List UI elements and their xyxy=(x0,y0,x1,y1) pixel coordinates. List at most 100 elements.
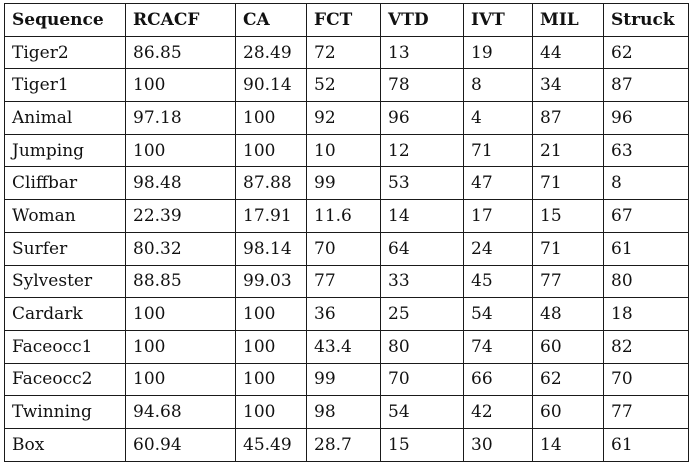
score-cell: 34 xyxy=(532,68,604,103)
score-cell: 87.88 xyxy=(235,166,307,201)
score-cell: 52 xyxy=(306,68,381,103)
sequence-name-cell: Tiger2 xyxy=(4,35,126,70)
table-row: Tiger1 100 90.14 52 78 8 34 87 xyxy=(4,68,689,103)
score-cell: 54 xyxy=(463,297,533,331)
table-row: Twinning 94.68 100 98 54 42 60 77 xyxy=(4,395,689,429)
table-row: Faceocc1 100 100 43.4 80 74 60 82 xyxy=(4,329,689,364)
score-cell: 48 xyxy=(532,297,604,331)
score-cell: 80.32 xyxy=(125,231,236,266)
score-cell: 22.39 xyxy=(125,199,236,233)
header-fct: FCT xyxy=(306,3,381,37)
score-cell: 82 xyxy=(603,329,689,364)
score-cell: 96 xyxy=(380,101,464,135)
score-cell: 28.7 xyxy=(306,427,381,462)
score-cell: 28.49 xyxy=(235,35,307,70)
header-row: Sequence RCACF CA FCT VTD IVT MIL Struck xyxy=(4,3,689,37)
score-cell: 62 xyxy=(532,362,604,397)
score-cell: 25 xyxy=(380,297,464,331)
score-cell: 33 xyxy=(380,264,464,299)
score-cell: 62 xyxy=(603,35,689,70)
table-row: Faceocc2 100 100 99 70 66 62 70 xyxy=(4,362,689,397)
sequence-name-cell: Jumping xyxy=(4,133,126,168)
score-cell: 100 xyxy=(235,362,307,397)
score-cell: 80 xyxy=(603,264,689,299)
sequence-name-cell: Cliffbar xyxy=(4,166,126,201)
score-cell: 100 xyxy=(125,362,236,397)
score-cell: 12 xyxy=(380,133,464,168)
score-cell: 15 xyxy=(532,199,604,233)
sequence-name-cell: Faceocc2 xyxy=(4,362,126,397)
sequence-name-cell: Cardark xyxy=(4,297,126,331)
score-cell: 70 xyxy=(380,362,464,397)
table-row: Sylvester 88.85 99.03 77 33 45 77 80 xyxy=(4,264,689,299)
score-cell: 98.48 xyxy=(125,166,236,201)
score-cell: 45 xyxy=(463,264,533,299)
score-cell: 44 xyxy=(532,35,604,70)
score-cell: 45.49 xyxy=(235,427,307,462)
score-cell: 43.4 xyxy=(306,329,381,364)
score-cell: 74 xyxy=(463,329,533,364)
score-cell: 77 xyxy=(306,264,381,299)
sequence-name-cell: Woman xyxy=(4,199,126,233)
score-cell: 100 xyxy=(235,329,307,364)
score-cell: 71 xyxy=(532,166,604,201)
score-cell: 17 xyxy=(463,199,533,233)
header-sequence: Sequence xyxy=(4,3,126,37)
score-cell: 97.18 xyxy=(125,101,236,135)
score-cell: 47 xyxy=(463,166,533,201)
score-cell: 11.6 xyxy=(306,199,381,233)
score-cell: 4 xyxy=(463,101,533,135)
score-cell: 10 xyxy=(306,133,381,168)
sequence-name-cell: Tiger1 xyxy=(4,68,126,103)
header-vtd: VTD xyxy=(380,3,464,37)
score-cell: 100 xyxy=(235,133,307,168)
results-table: Sequence RCACF CA FCT VTD IVT MIL Struck… xyxy=(4,3,689,462)
score-cell: 64 xyxy=(380,231,464,266)
table-body: Tiger2 86.85 28.49 72 13 19 44 62 Tiger1 100 90.14… xyxy=(4,35,689,462)
score-cell: 96 xyxy=(603,101,689,135)
score-cell: 8 xyxy=(463,68,533,103)
table-row: Cliffbar 98.48 87.88 99 53 47 71 8 xyxy=(4,166,689,201)
table-row: Box 60.94 45.49 28.7 15 30 14 61 xyxy=(4,427,689,462)
table-row: Tiger2 86.85 28.49 72 13 19 44 62 xyxy=(4,35,689,70)
score-cell: 60 xyxy=(532,395,604,429)
score-cell: 87 xyxy=(603,68,689,103)
score-cell: 14 xyxy=(380,199,464,233)
score-cell: 13 xyxy=(380,35,464,70)
score-cell: 71 xyxy=(532,231,604,266)
score-cell: 70 xyxy=(603,362,689,397)
score-cell: 30 xyxy=(463,427,533,462)
sequence-name-cell: Surfer xyxy=(4,231,126,266)
score-cell: 24 xyxy=(463,231,533,266)
table-row: Cardark 100 100 36 25 54 48 18 xyxy=(4,297,689,331)
score-cell: 72 xyxy=(306,35,381,70)
score-cell: 67 xyxy=(603,199,689,233)
score-cell: 60.94 xyxy=(125,427,236,462)
score-cell: 78 xyxy=(380,68,464,103)
score-cell: 60 xyxy=(532,329,604,364)
header-struck: Struck xyxy=(603,3,689,37)
score-cell: 21 xyxy=(532,133,604,168)
score-cell: 100 xyxy=(125,329,236,364)
sequence-name-cell: Box xyxy=(4,427,126,462)
score-cell: 54 xyxy=(380,395,464,429)
score-cell: 100 xyxy=(125,297,236,331)
sequence-name-cell: Twinning xyxy=(4,395,126,429)
score-cell: 63 xyxy=(603,133,689,168)
sequence-name-cell: Sylvester xyxy=(4,264,126,299)
score-cell: 99 xyxy=(306,166,381,201)
score-cell: 98 xyxy=(306,395,381,429)
header-rcacf: RCACF xyxy=(125,3,236,37)
score-cell: 92 xyxy=(306,101,381,135)
table-row: Animal 97.18 100 92 96 4 87 96 xyxy=(4,101,689,135)
score-cell: 90.14 xyxy=(235,68,307,103)
score-cell: 77 xyxy=(603,395,689,429)
score-cell: 100 xyxy=(235,297,307,331)
score-cell: 77 xyxy=(532,264,604,299)
sequence-name-cell: Animal xyxy=(4,101,126,135)
table-row: Jumping 100 100 10 12 71 21 63 xyxy=(4,133,689,168)
score-cell: 94.68 xyxy=(125,395,236,429)
score-cell: 100 xyxy=(235,101,307,135)
score-cell: 61 xyxy=(603,231,689,266)
score-cell: 42 xyxy=(463,395,533,429)
